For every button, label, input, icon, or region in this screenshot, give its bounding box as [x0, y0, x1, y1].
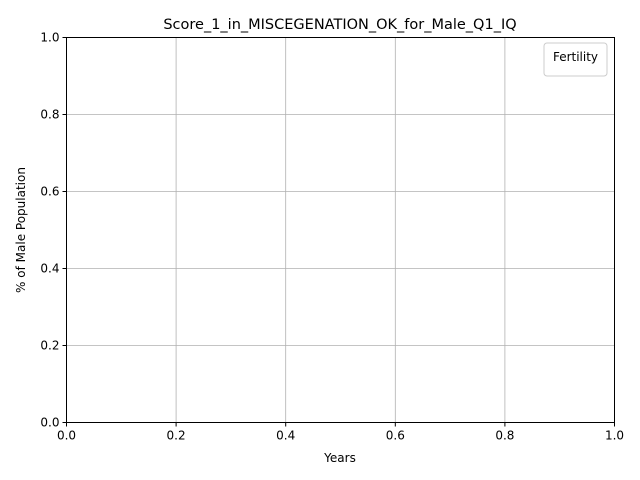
- y-tick-label: 1.0: [40, 31, 59, 45]
- x-axis-label: Years: [323, 451, 356, 465]
- chart-title: Score_1_in_MISCEGENATION_OK_for_Male_Q1_…: [163, 17, 516, 33]
- legend-box: [543, 42, 608, 77]
- x-tick-label: 0.6: [386, 429, 405, 443]
- y-tick-label: 0.6: [40, 185, 59, 199]
- y-tick-label: 0.0: [40, 416, 59, 430]
- x-tick-label: 0.4: [276, 429, 295, 443]
- y-axis-label: % of Male Population: [14, 167, 28, 293]
- y-tick-label: 0.8: [40, 108, 59, 122]
- legend: Fertility: [543, 42, 608, 77]
- y-tick-label: 0.4: [40, 262, 59, 276]
- grid-lines: [66, 37, 615, 423]
- x-tick-label: 0.2: [167, 429, 186, 443]
- ticks: 0.0 0.2 0.4 0.6 0.8 1.0 0.0 0.2 0.4 0.6 0.8 1.0: [40, 31, 624, 443]
- legend-title: Fertility: [553, 50, 598, 64]
- x-tick-label: 0.8: [495, 429, 514, 443]
- plot-area-frame: [66, 37, 615, 423]
- x-tick-label: 1.0: [605, 429, 624, 443]
- x-tick-label: 0.0: [57, 429, 76, 443]
- y-tick-label: 0.2: [40, 339, 59, 353]
